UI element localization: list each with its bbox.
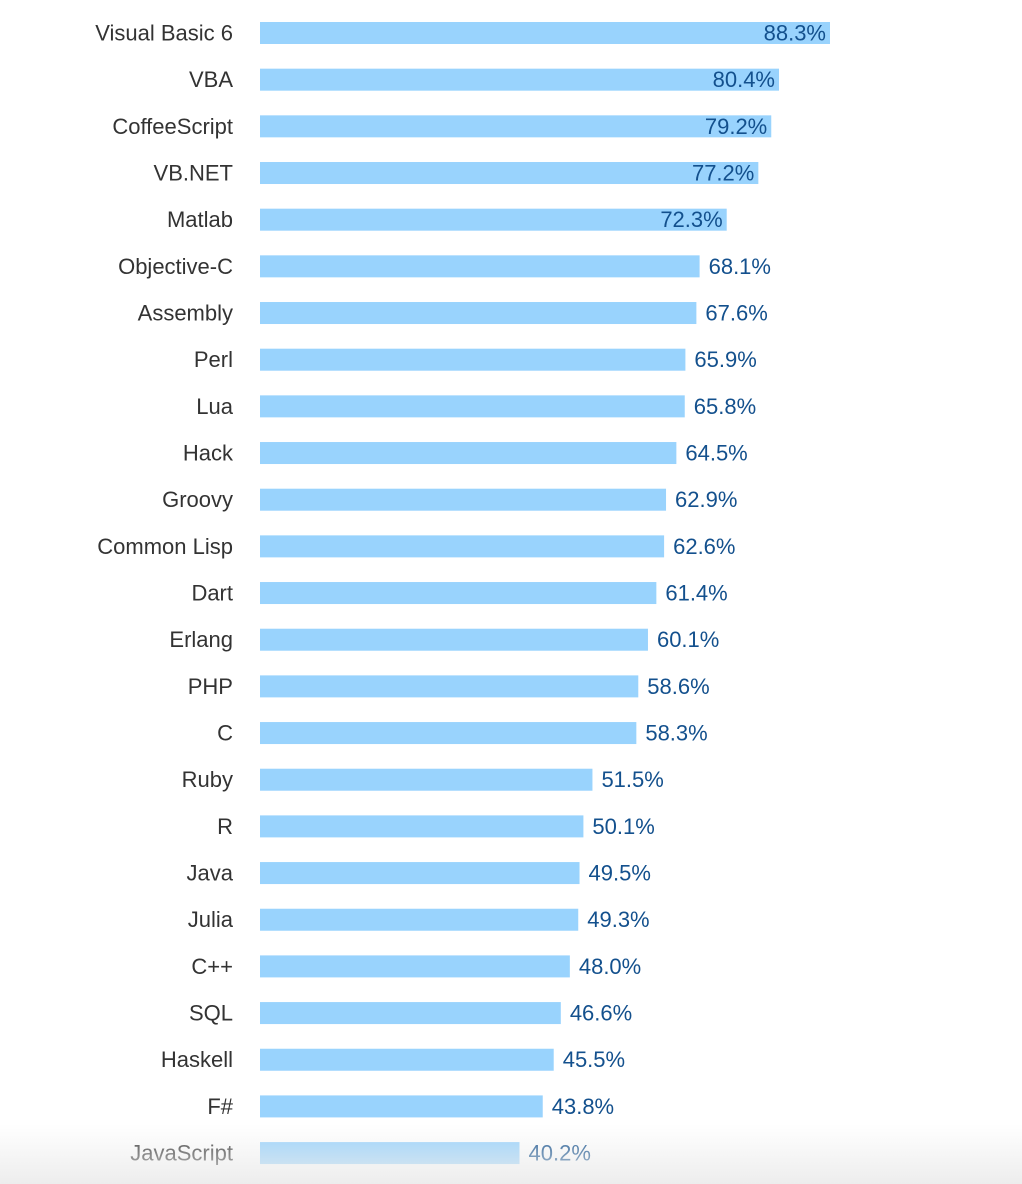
category-label: JavaScript bbox=[130, 1141, 233, 1166]
category-label: Dart bbox=[191, 581, 233, 606]
value-label: 80.4% bbox=[713, 67, 775, 92]
bar bbox=[260, 768, 593, 791]
value-label: 50.1% bbox=[592, 814, 654, 839]
value-label: 65.9% bbox=[694, 347, 756, 372]
category-label: Lua bbox=[196, 394, 233, 419]
value-label: 49.5% bbox=[589, 861, 651, 886]
bar bbox=[260, 488, 667, 511]
bar bbox=[260, 115, 772, 138]
bar bbox=[260, 955, 570, 978]
value-label: 61.4% bbox=[665, 581, 727, 606]
value-label: 58.3% bbox=[645, 721, 707, 746]
category-label: Julia bbox=[188, 907, 234, 932]
category-label: Objective-C bbox=[118, 254, 233, 279]
bar bbox=[260, 1142, 520, 1165]
bar bbox=[260, 255, 700, 278]
bar bbox=[260, 348, 686, 371]
bar bbox=[260, 722, 637, 745]
bar bbox=[260, 208, 727, 231]
value-label: 40.2% bbox=[529, 1141, 591, 1166]
bar bbox=[260, 1048, 554, 1071]
category-label: C bbox=[217, 721, 233, 746]
bar bbox=[260, 628, 648, 651]
category-label: SQL bbox=[189, 1001, 233, 1026]
bar bbox=[260, 582, 657, 605]
value-label: 62.6% bbox=[673, 534, 735, 559]
value-label: 64.5% bbox=[685, 441, 747, 466]
category-label: PHP bbox=[188, 674, 233, 699]
category-label: Java bbox=[187, 861, 234, 886]
category-label: Common Lisp bbox=[97, 534, 233, 559]
bar bbox=[260, 22, 830, 44]
category-label: Ruby bbox=[182, 767, 233, 792]
bar bbox=[260, 162, 759, 185]
category-label: Hack bbox=[183, 441, 234, 466]
value-label: 49.3% bbox=[587, 907, 649, 932]
value-label: 88.3% bbox=[764, 21, 826, 46]
category-label: Erlang bbox=[169, 627, 233, 652]
value-label: 45.5% bbox=[563, 1047, 625, 1072]
value-label: 79.2% bbox=[705, 114, 767, 139]
value-label: 43.8% bbox=[552, 1094, 614, 1119]
value-label: 62.9% bbox=[675, 487, 737, 512]
category-label: C++ bbox=[191, 954, 233, 979]
bar bbox=[260, 675, 639, 698]
category-label: Assembly bbox=[138, 301, 233, 326]
value-label: 58.6% bbox=[647, 674, 709, 699]
bar bbox=[260, 908, 579, 931]
category-label: Haskell bbox=[161, 1047, 233, 1072]
bar bbox=[260, 1002, 561, 1025]
bar bbox=[260, 442, 677, 465]
value-label: 72.3% bbox=[660, 207, 722, 232]
category-label: Visual Basic 6 bbox=[95, 21, 233, 46]
bar bbox=[260, 815, 584, 838]
category-label: VB.NET bbox=[154, 161, 233, 186]
value-label: 65.8% bbox=[694, 394, 756, 419]
value-label: 46.6% bbox=[570, 1001, 632, 1026]
value-label: 77.2% bbox=[692, 161, 754, 186]
category-label: F# bbox=[207, 1094, 233, 1119]
category-label: VBA bbox=[189, 67, 233, 92]
value-label: 48.0% bbox=[579, 954, 641, 979]
bar bbox=[260, 862, 580, 885]
bar bbox=[260, 68, 780, 91]
value-label: 67.6% bbox=[705, 301, 767, 326]
category-label: Matlab bbox=[167, 207, 233, 232]
value-label: 68.1% bbox=[709, 254, 771, 279]
bar bbox=[260, 395, 685, 418]
bar bbox=[260, 302, 697, 325]
bar bbox=[260, 1095, 543, 1118]
value-label: 60.1% bbox=[657, 627, 719, 652]
category-label: Groovy bbox=[162, 487, 233, 512]
category-label: Perl bbox=[194, 347, 233, 372]
category-label: CoffeeScript bbox=[112, 114, 233, 139]
bar bbox=[260, 535, 665, 558]
value-label: 51.5% bbox=[601, 767, 663, 792]
category-label: R bbox=[217, 814, 233, 839]
